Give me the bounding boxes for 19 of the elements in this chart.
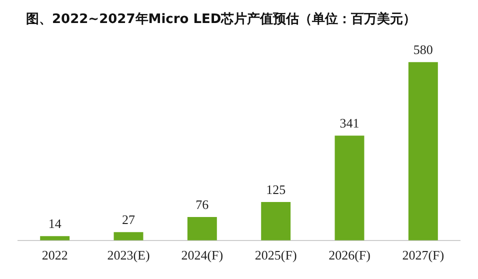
- x-tick-label: 2025(F): [254, 248, 297, 263]
- data-label: 125: [266, 182, 286, 197]
- chart-title: 图、2022~2027年Micro LED芯片产值预估（单位：百万美元）: [25, 10, 418, 29]
- x-tick-label: 2027(F): [402, 248, 444, 263]
- x-tick-label: 2023(E): [107, 248, 150, 263]
- data-label: 341: [340, 116, 360, 131]
- x-tick-label: 2024(F): [181, 248, 224, 263]
- bar: [187, 217, 217, 240]
- data-label: 14: [48, 216, 62, 232]
- bar: [40, 236, 70, 240]
- bar: [334, 136, 364, 240]
- data-label: 580: [413, 42, 433, 58]
- x-tick-label: 2026(F): [328, 248, 370, 263]
- bar: [114, 232, 144, 240]
- bar: [408, 62, 438, 240]
- data-label: 76: [196, 196, 210, 212]
- bar: [261, 202, 291, 240]
- data-label: 27: [122, 212, 136, 228]
- x-tick-label: 2022: [42, 248, 68, 263]
